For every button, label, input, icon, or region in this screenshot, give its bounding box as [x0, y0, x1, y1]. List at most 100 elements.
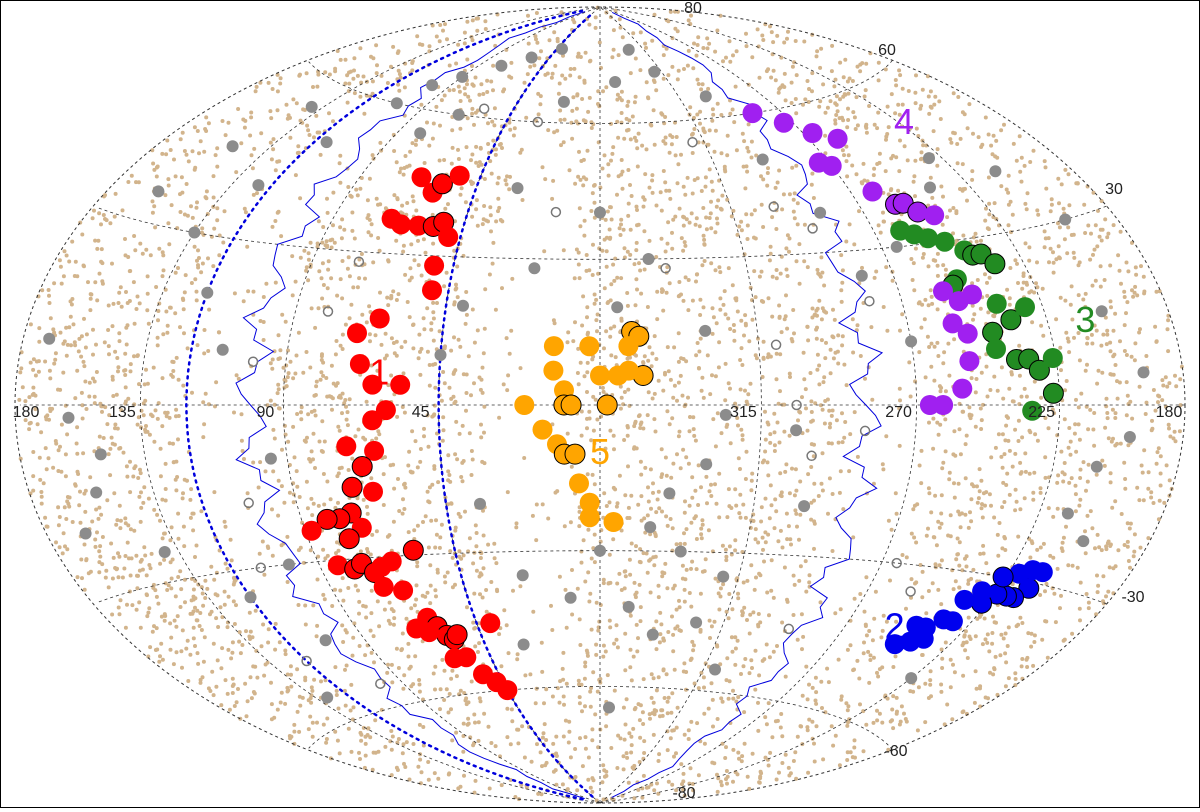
background-point — [1154, 461, 1159, 466]
background-point — [894, 155, 899, 160]
background-point — [684, 217, 689, 222]
background-point — [535, 40, 540, 45]
background-point — [1156, 446, 1161, 451]
background-point — [622, 136, 627, 141]
background-point — [489, 741, 494, 745]
background-point — [717, 265, 722, 270]
background-point — [690, 191, 695, 196]
background-point — [1065, 336, 1070, 341]
background-point — [920, 302, 925, 307]
background-point — [1011, 141, 1016, 146]
background-point — [666, 73, 671, 78]
background-point — [357, 599, 362, 604]
background-point — [585, 148, 590, 153]
background-point — [364, 615, 369, 620]
background-point — [650, 178, 655, 183]
background-point — [239, 438, 244, 443]
background-point — [585, 653, 590, 658]
background-point — [428, 563, 433, 568]
background-point — [754, 356, 759, 361]
background-point — [182, 577, 187, 582]
background-point — [1097, 545, 1102, 550]
background-point — [547, 38, 552, 43]
background-point — [900, 86, 905, 91]
background-point — [217, 548, 222, 553]
background-point — [713, 49, 718, 54]
background-point — [508, 778, 513, 782]
background-point — [558, 118, 563, 122]
background-point — [1106, 231, 1111, 236]
background-point — [638, 547, 643, 552]
background-point — [202, 422, 207, 427]
background-point — [478, 556, 483, 560]
background-point — [1010, 399, 1015, 404]
background-point — [137, 301, 142, 306]
background-point — [193, 605, 197, 610]
background-point — [900, 312, 905, 317]
background-point — [503, 178, 508, 183]
background-point — [56, 523, 61, 528]
background-point — [883, 169, 888, 174]
background-point — [1006, 415, 1010, 420]
background-point — [1129, 354, 1134, 359]
background-point — [386, 618, 391, 623]
background-point — [383, 455, 387, 460]
background-point — [61, 531, 66, 536]
background-point — [1126, 559, 1131, 563]
background-point — [707, 618, 712, 623]
background-point — [694, 537, 699, 541]
background-point — [938, 422, 943, 427]
background-point — [766, 473, 771, 478]
background-point — [975, 278, 980, 282]
background-point — [481, 92, 486, 96]
background-point — [286, 439, 291, 444]
background-point — [347, 81, 352, 86]
background-point — [987, 275, 992, 280]
background-point — [681, 669, 686, 674]
background-point — [761, 38, 766, 42]
background-point — [50, 406, 55, 411]
background-point — [700, 375, 705, 380]
background-point — [842, 153, 846, 158]
background-point — [383, 331, 388, 336]
background-point — [715, 772, 719, 777]
background-point — [84, 407, 89, 411]
background-point — [773, 78, 778, 83]
background-point — [875, 126, 880, 131]
background-point — [347, 316, 352, 321]
background-point — [810, 719, 815, 724]
background-point — [426, 760, 431, 764]
background-point — [588, 785, 593, 790]
background-point — [152, 204, 157, 209]
background-point — [357, 257, 362, 262]
background-point — [867, 104, 872, 108]
background-point — [214, 380, 219, 385]
background-point — [120, 575, 125, 580]
background-point — [814, 54, 819, 59]
background-point — [1130, 416, 1135, 421]
background-point — [1124, 311, 1128, 316]
background-point — [693, 438, 698, 443]
background-point — [603, 217, 608, 222]
background-point — [595, 312, 600, 317]
background-point — [464, 145, 469, 150]
background-point — [604, 724, 609, 729]
background-point — [777, 303, 782, 308]
background-point — [1077, 503, 1082, 508]
background-point — [792, 60, 797, 65]
background-point — [266, 546, 271, 550]
background-point — [504, 47, 509, 52]
background-point — [845, 758, 850, 762]
background-point — [635, 208, 639, 212]
background-point — [691, 427, 696, 432]
background-point — [227, 707, 232, 712]
background-point — [418, 372, 423, 377]
background-point — [726, 487, 731, 492]
background-point — [1105, 411, 1110, 415]
background-point — [196, 582, 201, 587]
background-point — [642, 267, 647, 272]
background-point — [1014, 158, 1019, 163]
background-point — [539, 49, 543, 54]
background-point — [592, 560, 597, 565]
background-point — [343, 322, 348, 327]
